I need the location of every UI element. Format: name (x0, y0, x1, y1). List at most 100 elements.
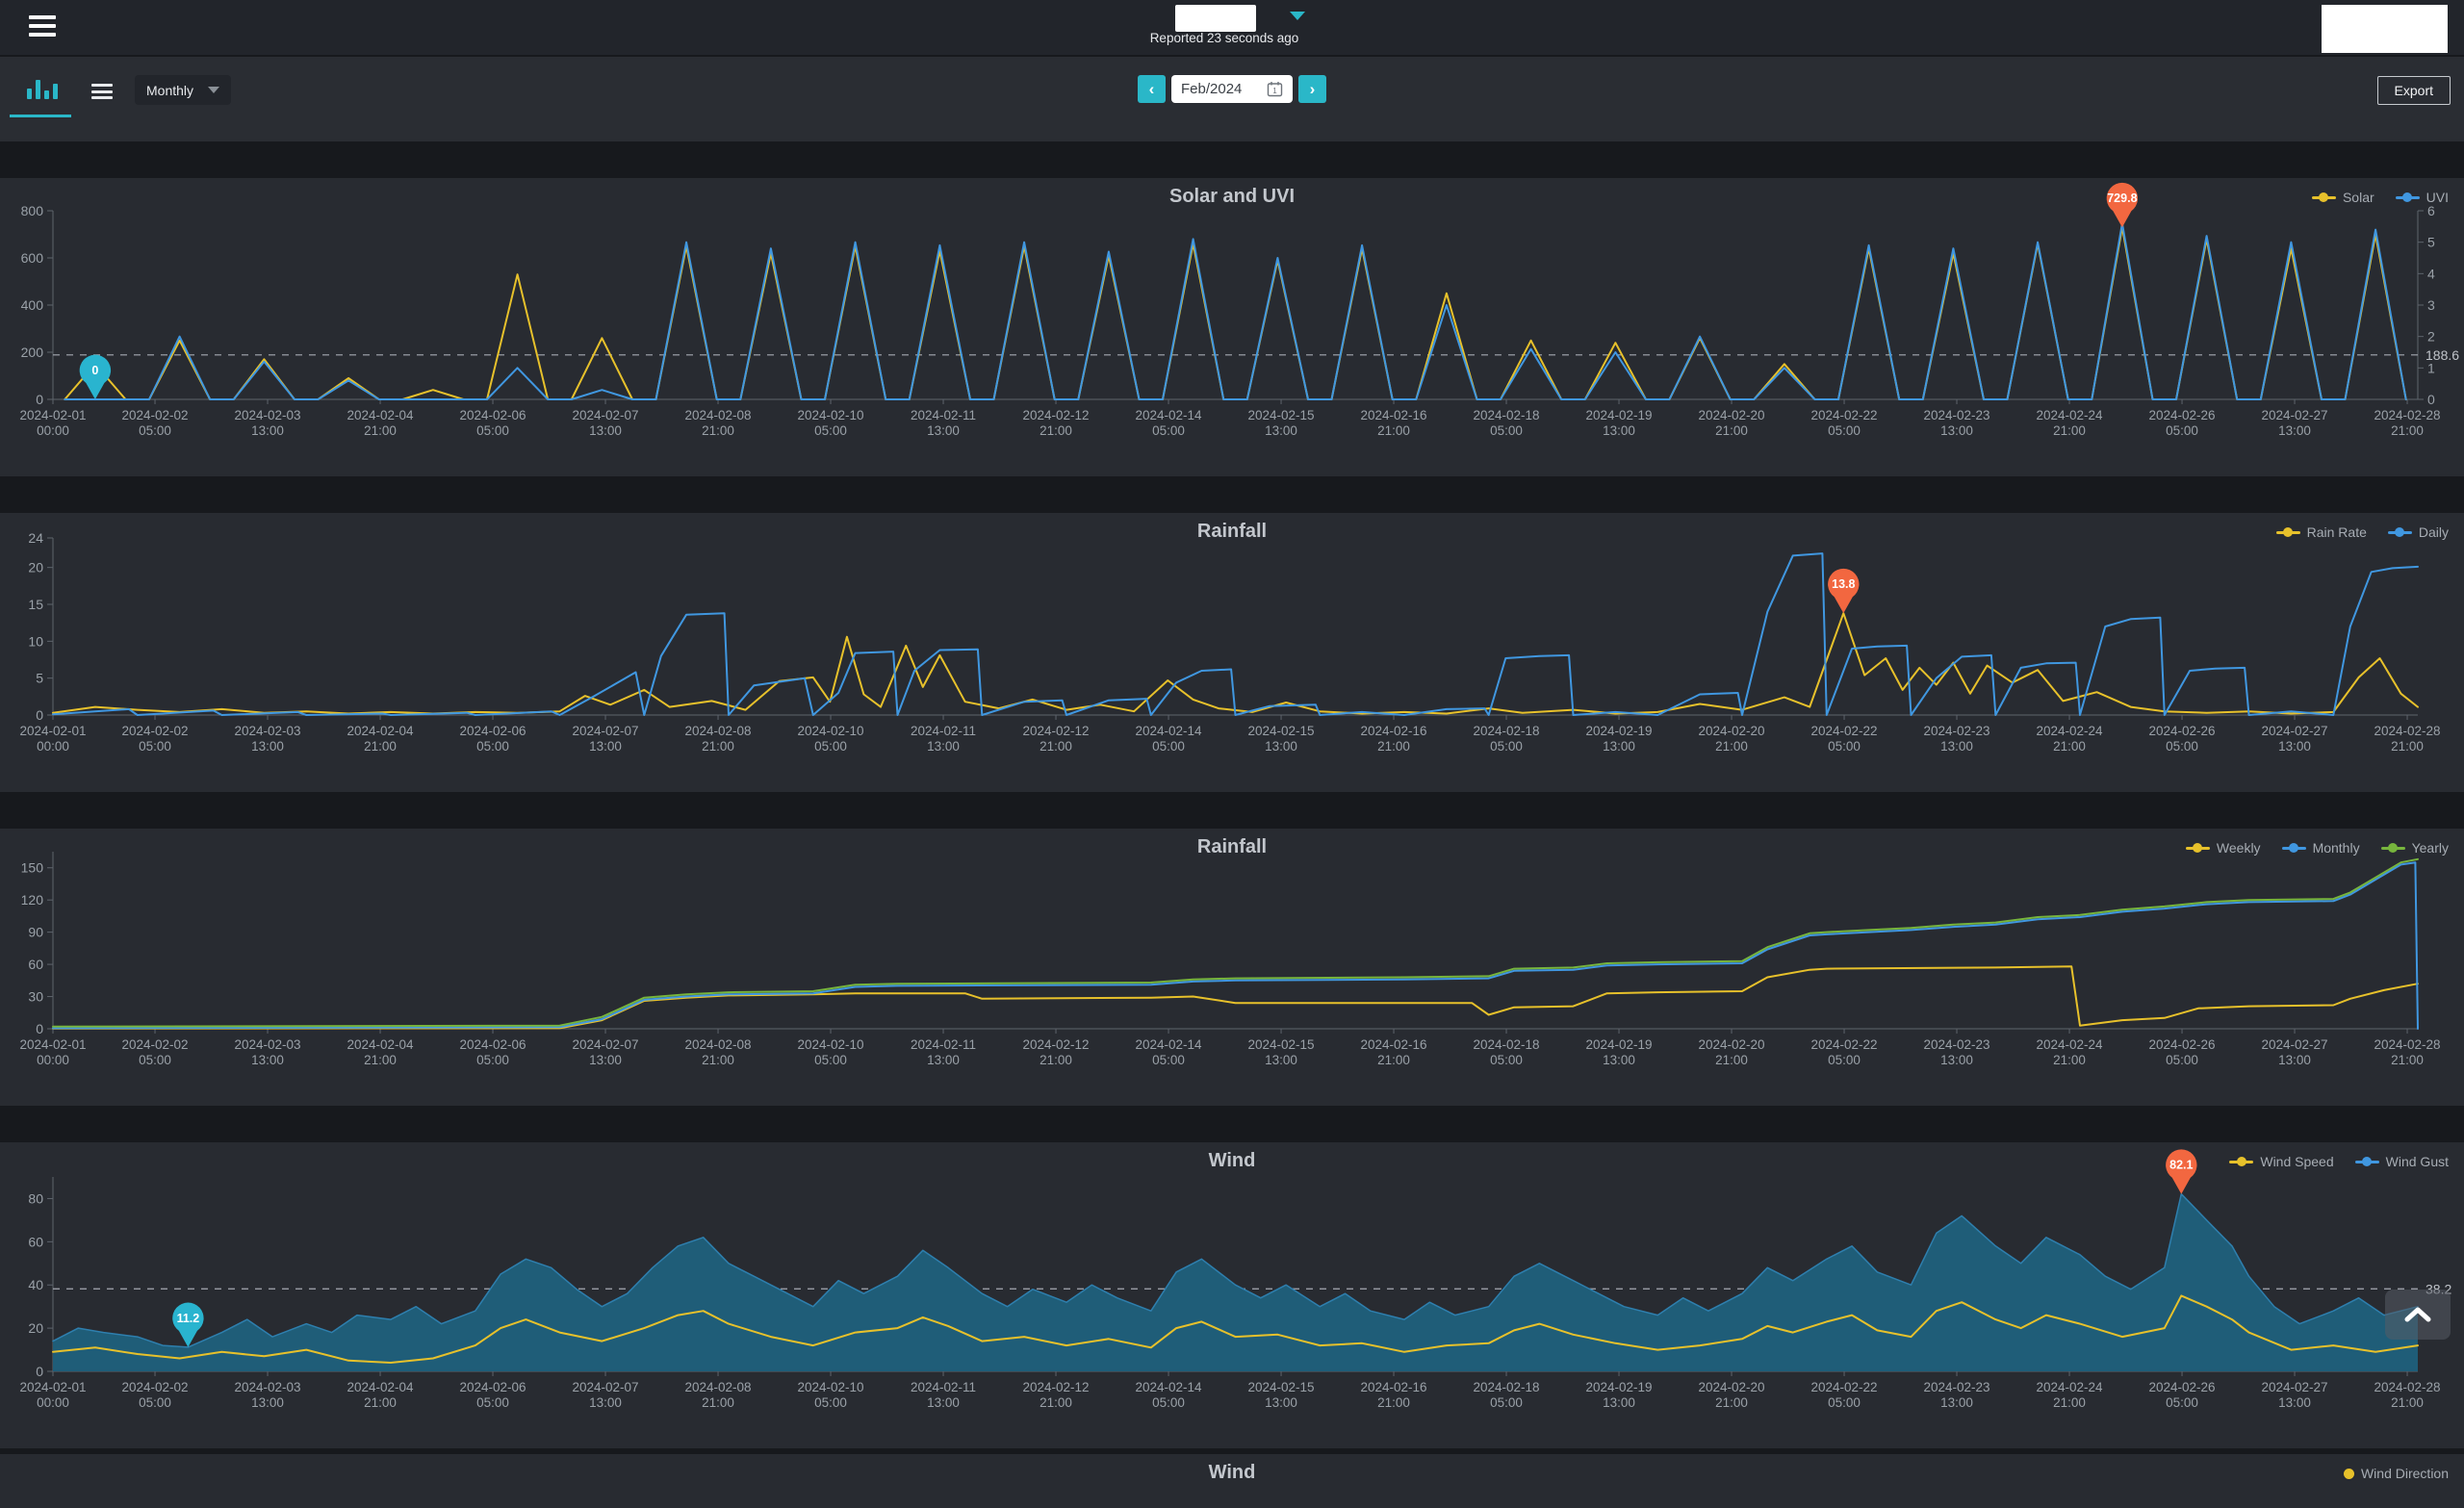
scroll-to-top-button[interactable] (2385, 1290, 2451, 1340)
active-tab-underline (10, 115, 71, 117)
svg-text:05:00: 05:00 (476, 1053, 509, 1067)
chevron-up-icon (2404, 1307, 2431, 1322)
svg-text:2024-02-19: 2024-02-19 (1586, 724, 1653, 738)
svg-text:0: 0 (36, 392, 43, 407)
svg-text:800: 800 (21, 203, 44, 218)
legend-item[interactable]: Wind Gust (2354, 1154, 2449, 1169)
svg-text:05:00: 05:00 (2166, 1053, 2198, 1067)
legend-marker-icon (2380, 843, 2405, 853)
legend-item[interactable]: Daily (2387, 524, 2449, 540)
wind-direction-panel: Wind Wind Direction (0, 1454, 2464, 1508)
svg-text:05:00: 05:00 (476, 1395, 509, 1410)
chart-legend: Rain Rate Daily (2255, 524, 2449, 540)
date-input[interactable]: Feb/2024 1 (1171, 75, 1293, 103)
svg-text:13:00: 13:00 (2278, 1053, 2311, 1067)
svg-text:2024-02-20: 2024-02-20 (1699, 1037, 1765, 1052)
svg-text:00:00: 00:00 (37, 1395, 69, 1410)
next-month-button[interactable]: › (1298, 75, 1326, 103)
svg-text:13:00: 13:00 (589, 423, 622, 438)
svg-text:40: 40 (28, 1277, 43, 1292)
svg-text:05:00: 05:00 (476, 423, 509, 438)
svg-text:150: 150 (21, 860, 44, 876)
legend-item[interactable]: Rain Rate (2275, 524, 2367, 540)
wind-chart[interactable]: 0204060802024-02-0100:002024-02-0205:002… (0, 1142, 2464, 1412)
rainfall-rate-chart[interactable]: 05101520242024-02-0100:002024-02-0205:00… (0, 513, 2464, 755)
svg-text:2024-02-04: 2024-02-04 (347, 408, 415, 422)
tab-list[interactable] (91, 84, 113, 99)
legend-item[interactable]: Yearly (2380, 840, 2449, 856)
legend-item[interactable]: Wind Direction (2343, 1466, 2449, 1481)
svg-text:20: 20 (28, 560, 43, 575)
svg-text:2: 2 (2427, 329, 2435, 345)
svg-text:2024-02-06: 2024-02-06 (460, 724, 526, 738)
svg-text:2024-02-03: 2024-02-03 (235, 1380, 301, 1394)
svg-text:2024-02-06: 2024-02-06 (460, 1037, 526, 1052)
svg-text:05:00: 05:00 (1490, 1395, 1523, 1410)
svg-text:05:00: 05:00 (139, 423, 171, 438)
legend-item[interactable]: Solar (2311, 190, 2374, 205)
legend-item[interactable]: Monthly (2281, 840, 2360, 856)
svg-text:13:00: 13:00 (1603, 739, 1635, 754)
station-dropdown-caret-icon[interactable] (1290, 12, 1305, 20)
svg-text:21:00: 21:00 (364, 1053, 397, 1067)
svg-text:13:00: 13:00 (927, 1053, 960, 1067)
svg-text:24: 24 (28, 530, 43, 546)
svg-text:2024-02-20: 2024-02-20 (1699, 1380, 1765, 1394)
legend-item[interactable]: Wind Speed (2229, 1154, 2334, 1169)
account-box[interactable] (2322, 5, 2448, 53)
svg-text:05:00: 05:00 (814, 1053, 847, 1067)
svg-text:2024-02-08: 2024-02-08 (685, 408, 752, 422)
chart-legend: Weekly Monthly Yearly (2165, 840, 2449, 856)
svg-text:21:00: 21:00 (702, 739, 734, 754)
svg-text:21:00: 21:00 (2391, 739, 2424, 754)
station-name-box[interactable] (1175, 5, 1256, 32)
svg-text:21:00: 21:00 (2391, 1053, 2424, 1067)
svg-text:2024-02-23: 2024-02-23 (1924, 1037, 1990, 1052)
chart-toolbar: Monthly ‹ Feb/2024 1 › Export (0, 57, 2464, 141)
rainfall-totals-panel: Rainfall Weekly Monthly Yearly 0 30 60 90 120 1… (0, 829, 2464, 1106)
legend-marker-icon (2311, 192, 2336, 202)
chart-legend: Wind Speed Wind Gust (2208, 1154, 2449, 1169)
svg-text:2024-02-08: 2024-02-08 (685, 724, 752, 738)
svg-text:21:00: 21:00 (364, 423, 397, 438)
legend-label: Yearly (2411, 840, 2449, 856)
svg-text:2024-02-22: 2024-02-22 (1811, 408, 1878, 422)
chart-legend: Wind Direction (2323, 1466, 2449, 1481)
svg-text:05:00: 05:00 (1828, 739, 1861, 754)
legend-label: Monthly (2312, 840, 2360, 856)
svg-text:2024-02-27: 2024-02-27 (2262, 1380, 2328, 1394)
svg-text:2024-02-26: 2024-02-26 (2149, 724, 2216, 738)
svg-text:2024-02-28: 2024-02-28 (2374, 1037, 2441, 1052)
legend-item[interactable]: UVI (2395, 190, 2449, 205)
svg-text:21:00: 21:00 (2391, 1395, 2424, 1410)
svg-text:2024-02-24: 2024-02-24 (2037, 1380, 2104, 1394)
svg-text:2024-02-15: 2024-02-15 (1248, 408, 1315, 422)
menu-icon[interactable] (29, 15, 56, 37)
svg-text:21:00: 21:00 (1715, 1395, 1748, 1410)
svg-text:2024-02-24: 2024-02-24 (2037, 1037, 2104, 1052)
svg-text:21:00: 21:00 (1377, 739, 1410, 754)
svg-text:2024-02-19: 2024-02-19 (1586, 1380, 1653, 1394)
svg-text:2024-02-10: 2024-02-10 (798, 724, 864, 738)
svg-text:13:00: 13:00 (2278, 1395, 2311, 1410)
export-button[interactable]: Export (2376, 76, 2451, 105)
calendar-icon: 1 (1267, 82, 1283, 97)
svg-text:2024-02-27: 2024-02-27 (2262, 1037, 2328, 1052)
svg-text:05:00: 05:00 (1152, 1395, 1185, 1410)
legend-marker-icon (2343, 1468, 2354, 1479)
svg-text:2024-02-28: 2024-02-28 (2374, 408, 2441, 422)
period-select[interactable]: Monthly (135, 75, 231, 105)
prev-month-button[interactable]: ‹ (1138, 75, 1166, 103)
legend-label: Wind Direction (2360, 1466, 2449, 1481)
rainfall-totals-chart[interactable]: 03060901201502024-02-0100:002024-02-0205… (0, 829, 2464, 1069)
tab-charts[interactable] (27, 78, 58, 99)
svg-text:1: 1 (1272, 87, 1277, 95)
legend-label: Wind Gust (2385, 1154, 2449, 1169)
svg-text:30: 30 (28, 989, 43, 1005)
svg-text:2024-02-24: 2024-02-24 (2037, 724, 2104, 738)
svg-text:13:00: 13:00 (1603, 1395, 1635, 1410)
svg-text:82.1: 82.1 (2169, 1159, 2193, 1172)
legend-item[interactable]: Weekly (2185, 840, 2261, 856)
svg-text:2024-02-11: 2024-02-11 (911, 724, 976, 738)
